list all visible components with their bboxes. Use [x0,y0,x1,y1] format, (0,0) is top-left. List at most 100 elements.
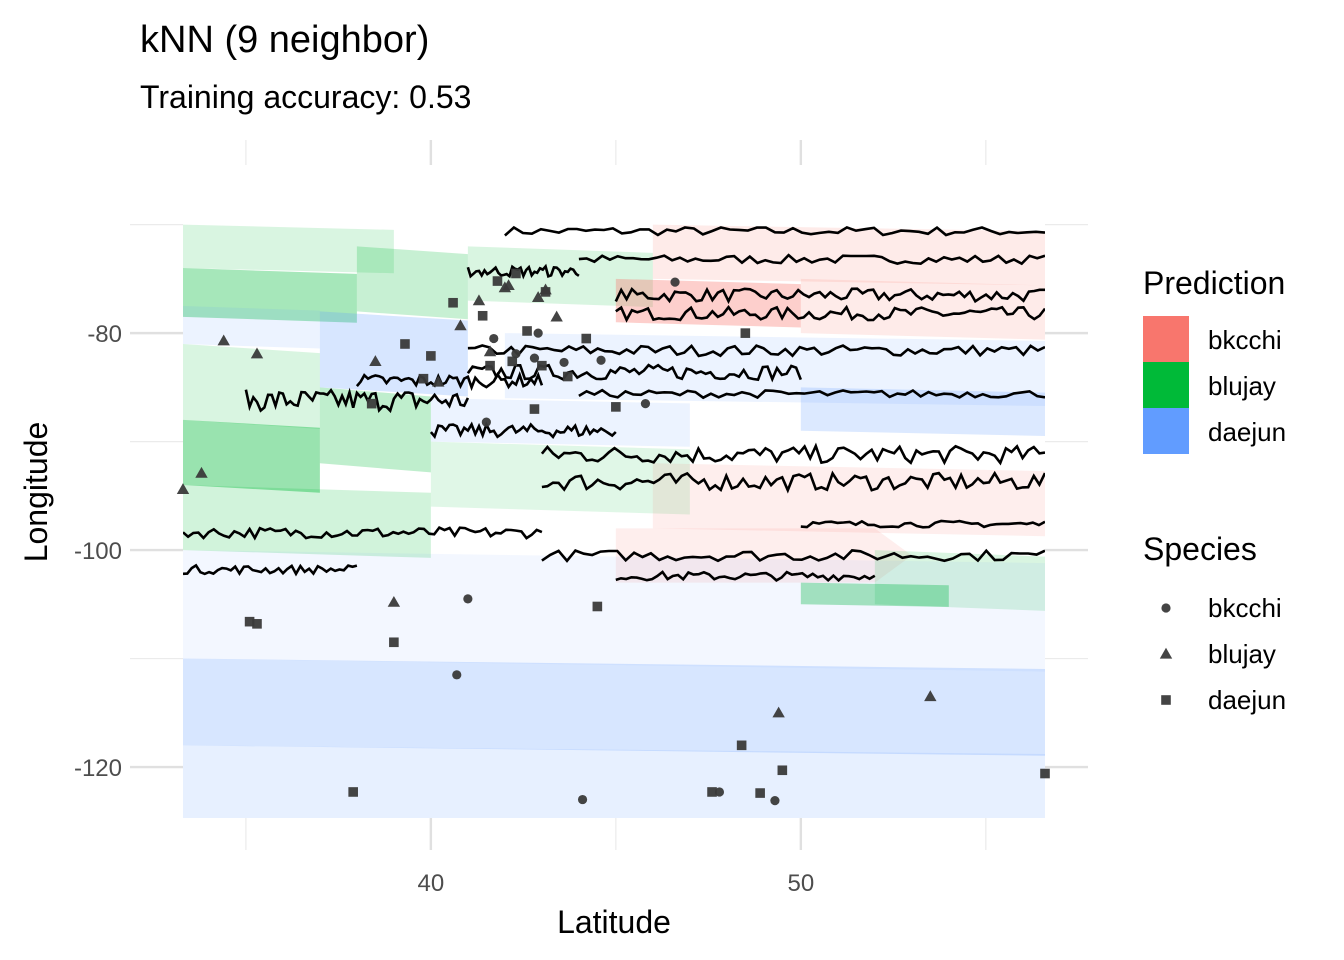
point-blujay [432,375,445,387]
point-daejun [537,360,547,371]
y-tick-label: -80 [87,321,122,348]
point-bkcchi [596,355,606,365]
region-bkcchi [615,278,801,328]
region-blujay [356,246,468,320]
region-blujay [183,484,431,558]
prediction-legend-title: Prediction [1143,265,1285,301]
point-blujay [550,310,563,322]
region-daejun [183,658,1045,756]
point-bkcchi [529,353,540,363]
point-daejun [507,356,518,367]
y-axis-title: Longitude [18,422,54,563]
species-key-blujay [1159,647,1173,659]
point-blujay [454,319,467,331]
region-blujay [467,246,653,308]
point-blujay [176,483,190,494]
decision-boundary [615,304,1045,323]
point-daejun [581,333,592,344]
point-daejun [777,765,788,776]
prediction-label-blujay: blujay [1208,371,1276,401]
point-daejun [400,339,410,349]
prediction-key-bkcchi [1143,316,1189,362]
point-daejun [348,787,358,797]
point-daejun [562,371,573,382]
species-points [176,268,1050,806]
decision-boundary [578,388,1045,400]
point-blujay [772,706,785,718]
region-blujay [874,550,1045,611]
species-label-bkcchi: bkcchi [1208,593,1282,623]
point-blujay [195,466,208,478]
y-axis-ticks: -80 -100 -120 [74,321,122,782]
point-daejun [252,619,262,629]
point-blujay [217,334,230,346]
species-label-daejun: daejun [1208,685,1286,715]
prediction-legend: Prediction bkcchi blujay daejun [1143,265,1286,454]
species-key-daejun [1161,695,1171,705]
region-daejun [800,387,1045,436]
species-key-bkcchi [1161,603,1171,613]
point-bkcchi [511,349,521,359]
point-daejun [755,788,765,798]
point-blujay [502,279,515,291]
point-bkcchi [670,277,680,287]
point-bkcchi [481,417,491,427]
point-blujay [472,294,486,306]
point-bkcchi [463,594,473,604]
point-blujay [387,595,401,607]
point-bkcchi [770,796,780,806]
point-bkcchi [559,357,569,368]
point-daejun [418,373,429,384]
decision-boundary [183,563,358,577]
point-daejun [477,310,488,321]
point-daejun [426,351,436,361]
region-base [183,165,1045,818]
point-daejun [366,398,377,409]
chart-subtitle: Training accuracy: 0.53 [140,79,471,115]
region-daejun [319,311,468,397]
region-blujay [183,419,320,493]
point-bkcchi [577,794,588,805]
decision-boundary [466,363,803,383]
point-daejun [244,616,255,627]
decision-boundary [541,548,1045,563]
region-daejun [430,398,690,447]
point-daejun [511,268,521,279]
point-daejun [611,402,621,412]
point-daejun [485,360,495,371]
point-daejun [707,787,717,797]
x-tick-label: 50 [787,870,814,897]
point-bkcchi [452,670,462,680]
decision-boundary [429,421,617,440]
point-daejun [740,328,751,338]
region-daejun [183,745,1045,818]
y-tick-label: -100 [74,538,122,565]
chart-title: kNN (9 neighbor) [140,19,429,61]
point-daejun [529,404,540,414]
point-daejun [1040,768,1050,779]
point-blujay [924,690,937,702]
prediction-label-bkcchi: bkcchi [1208,325,1282,355]
decision-boundary [183,525,543,541]
prediction-regions [183,165,1045,818]
point-bkcchi [489,333,499,344]
decision-boundary [614,286,1045,305]
point-daejun [592,601,603,612]
region-daejun [183,306,320,349]
point-daejun [389,637,399,648]
x-tick-label: 40 [418,870,445,897]
region-blujay [430,441,690,515]
point-bkcchi [640,399,651,409]
point-daejun [540,287,551,297]
point-daejun [736,740,747,751]
decision-boundary [467,343,1045,358]
point-bkcchi [714,787,725,797]
prediction-key-daejun [1143,408,1189,454]
point-blujay [531,291,545,302]
decision-boundary [615,570,876,583]
decision-boundary [244,387,470,414]
point-blujay [483,345,497,357]
region-blujay [800,582,949,607]
region-blujay [319,387,431,473]
